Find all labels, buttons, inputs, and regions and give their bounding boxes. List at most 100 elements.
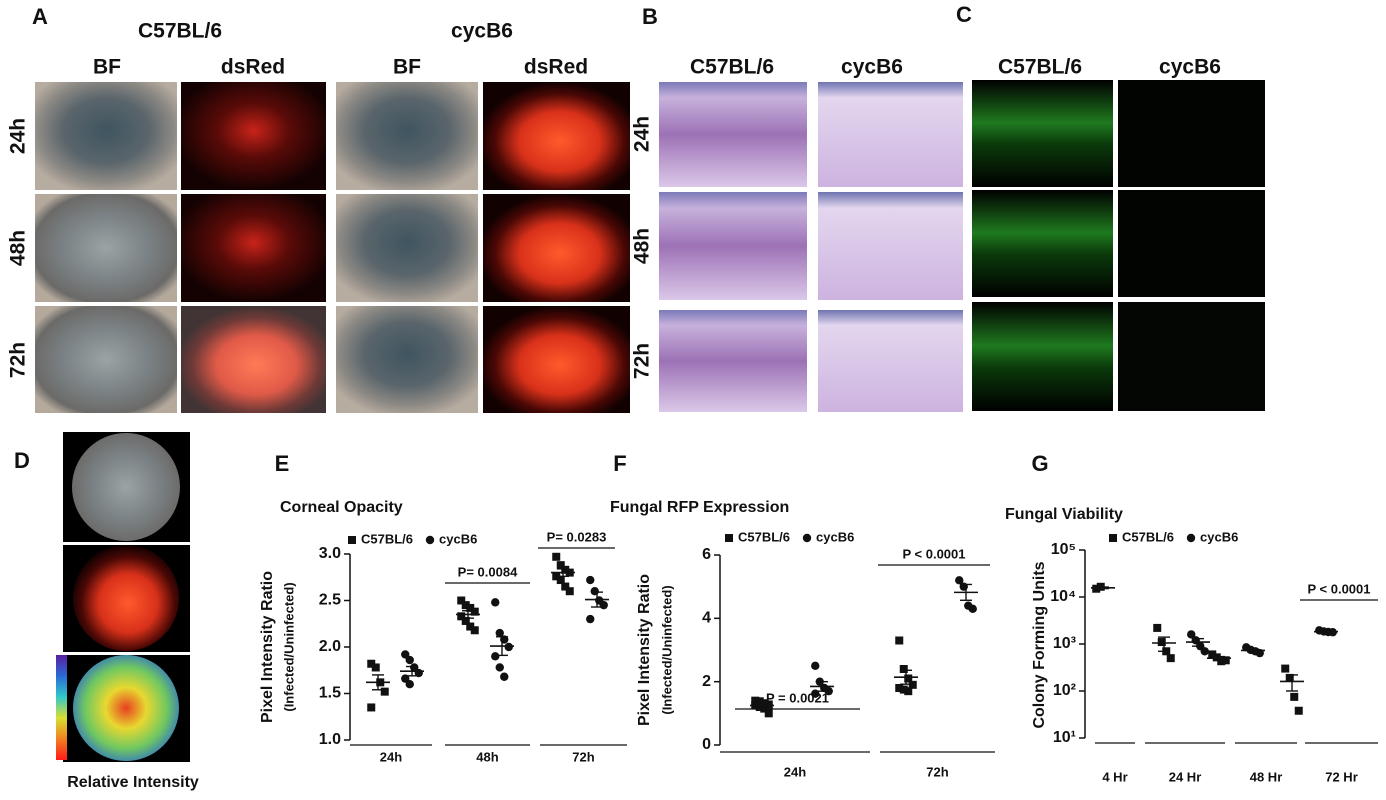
- data-point: [466, 603, 475, 612]
- legend-label: C57BL/6: [361, 531, 413, 546]
- data-point: [586, 575, 595, 585]
- row-label: 24h: [631, 116, 654, 152]
- data-point: [1285, 673, 1294, 682]
- x-tick-label: 4 Hr: [1102, 769, 1127, 784]
- panel-letter: F: [613, 451, 626, 476]
- chart-title: Fungal RFP Expression: [610, 499, 789, 516]
- y-tick-label: 3.0: [319, 545, 341, 562]
- row-label: 48h: [7, 230, 30, 266]
- data-point: [495, 663, 504, 672]
- y-tick-label: 10³: [1053, 635, 1076, 652]
- data-point: [500, 672, 509, 681]
- y-tick-label: 2: [702, 673, 711, 690]
- legend-marker: [425, 535, 435, 545]
- column-header: cycB6: [841, 56, 903, 79]
- panel-letter: A: [32, 4, 48, 29]
- data-point: [461, 616, 470, 625]
- legend-marker: [802, 533, 812, 543]
- data-point: [899, 665, 908, 673]
- panel-c-images: [972, 80, 1265, 411]
- column-header: C57BL/6: [998, 56, 1082, 79]
- y-tick-label: 10⁴: [1050, 588, 1076, 605]
- y-axis-label: Colony Forming Units: [1031, 561, 1048, 728]
- legend-label: C57BL/6: [738, 529, 790, 544]
- y-tick-label: 10²: [1053, 682, 1076, 699]
- column-header: C57BL/6: [690, 56, 774, 79]
- data-point: [1212, 653, 1221, 662]
- p-value: P= 0.0084: [458, 564, 518, 579]
- column-header: dsRed: [221, 56, 285, 79]
- data-point: [968, 604, 977, 614]
- x-tick-label: 24h: [380, 749, 402, 764]
- data-point: [380, 687, 389, 696]
- panel-letter: D: [14, 448, 30, 473]
- data-point: [755, 697, 764, 706]
- column-header: BF: [93, 56, 121, 79]
- data-point: [1208, 650, 1217, 659]
- legend-marker: [348, 536, 356, 544]
- data-point: [371, 663, 380, 672]
- data-point: [1200, 647, 1209, 656]
- y-axis-sublabel: (Infected/Uninfected): [281, 582, 296, 711]
- data-point: [367, 659, 376, 668]
- panel-b-images: [659, 82, 963, 412]
- panel-d-images: [56, 432, 190, 762]
- legend-label: cycB6: [816, 529, 854, 544]
- y-tick-label: 4: [702, 610, 711, 627]
- chart-title: Corneal Opacity: [280, 499, 403, 516]
- row-label: 72h: [7, 342, 30, 378]
- data-point: [561, 582, 570, 591]
- data-point: [764, 709, 773, 718]
- data-point: [556, 561, 565, 570]
- data-point: [556, 576, 565, 585]
- column-header: BF: [393, 56, 421, 79]
- data-point: [899, 685, 908, 694]
- panel-letter: E: [275, 451, 290, 476]
- panel-letter: B: [642, 4, 658, 29]
- y-tick-label: 10¹: [1053, 729, 1076, 746]
- data-point: [895, 636, 904, 645]
- data-point: [1157, 638, 1166, 647]
- data-point: [751, 696, 760, 705]
- y-tick-label: 1.5: [319, 685, 341, 702]
- y-tick-label: 1.0: [319, 731, 341, 748]
- x-tick-label: 72 Hr: [1325, 769, 1358, 784]
- data-point: [470, 607, 479, 616]
- row-label: 24h: [7, 118, 30, 154]
- p-value: P < 0.0001: [902, 546, 965, 561]
- group-header: cycB6: [451, 20, 513, 43]
- legend-marker: [1109, 534, 1117, 542]
- column-header: dsRed: [524, 56, 588, 79]
- data-point: [908, 680, 917, 689]
- colorbar-caption: Relative Intensity: [67, 774, 199, 791]
- data-point: [466, 622, 475, 631]
- data-point: [955, 576, 964, 585]
- p-value: P= 0.0283: [547, 529, 607, 544]
- y-tick-label: 0: [702, 736, 711, 753]
- column-header: cycB6: [1159, 56, 1221, 79]
- data-point: [1166, 654, 1175, 663]
- row-label: 48h: [631, 228, 654, 264]
- data-point: [401, 650, 410, 659]
- p-value: P = 0.0021: [766, 690, 829, 705]
- data-point: [491, 598, 500, 607]
- y-tick-label: 2.0: [319, 638, 341, 655]
- panel-letter: C: [956, 2, 972, 27]
- legend-marker: [725, 534, 733, 542]
- data-point: [824, 686, 833, 696]
- y-tick-label: 2.5: [319, 592, 341, 609]
- data-point: [552, 552, 561, 561]
- data-point: [552, 572, 561, 581]
- panel-a-images: [35, 82, 630, 413]
- data-point: [1290, 692, 1299, 701]
- x-tick-label: 24 Hr: [1169, 769, 1202, 784]
- data-point: [461, 601, 470, 610]
- row-label: 72h: [631, 343, 654, 379]
- y-axis-label: Pixel Intensity Ratio: [259, 571, 276, 723]
- data-point: [904, 687, 913, 696]
- data-point: [491, 652, 500, 661]
- data-point: [1153, 623, 1162, 632]
- x-tick-label: 24h: [784, 764, 806, 779]
- x-tick-label: 72h: [926, 764, 948, 779]
